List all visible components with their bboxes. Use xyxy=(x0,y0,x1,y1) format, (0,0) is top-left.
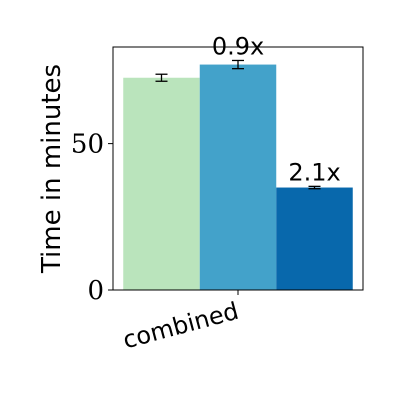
y-ticks-group: 0 50 xyxy=(71,130,113,306)
x-tick-label: combined xyxy=(120,297,242,355)
bar-series-1 xyxy=(123,77,200,290)
bar-series-2 xyxy=(199,64,277,291)
bar-series-3 xyxy=(276,187,353,290)
bar-label-3: 2.1x xyxy=(288,158,340,186)
error-bars-group xyxy=(155,59,321,190)
bars-group xyxy=(123,64,353,291)
y-tick-label: 50 xyxy=(71,130,104,160)
y-axis-label: Time in minutes xyxy=(37,64,67,274)
x-ticks-group: combined xyxy=(120,290,242,354)
bar-label-2: 0.9x xyxy=(212,32,264,60)
y-tick-label: 0 xyxy=(87,276,104,306)
bar-labels-group: 0.9x 2.1x xyxy=(212,32,341,186)
